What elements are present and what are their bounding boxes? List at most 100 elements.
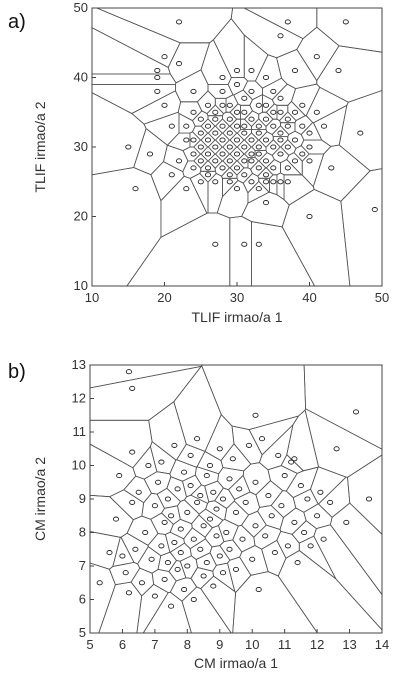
data-point <box>284 144 291 150</box>
data-point <box>164 496 171 502</box>
data-point <box>262 74 270 81</box>
voronoi-cell <box>200 146 216 162</box>
voronoi-cell <box>286 409 320 472</box>
voronoi-cell <box>258 177 271 193</box>
voronoi-cell <box>178 112 196 134</box>
voronoi-cell <box>254 54 282 89</box>
voronoi-cell <box>195 552 217 572</box>
data-point <box>184 563 191 569</box>
data-point <box>200 573 207 579</box>
data-point <box>291 109 299 115</box>
data-point <box>132 546 139 552</box>
data-point <box>190 151 197 157</box>
x-tick-label: 13 <box>342 637 356 652</box>
data-point <box>204 165 212 171</box>
data-point <box>233 67 241 74</box>
data-point <box>197 546 204 552</box>
data-point <box>262 200 270 206</box>
data-point <box>187 452 194 458</box>
voronoi-cell <box>233 89 253 106</box>
voronoi-cell <box>258 423 294 471</box>
voronoi-cell <box>286 152 303 176</box>
voronoi-cell <box>196 450 224 475</box>
data-point <box>270 88 277 94</box>
data-point <box>277 151 284 157</box>
data-point <box>299 123 306 129</box>
data-point <box>219 496 227 502</box>
data-point <box>241 123 248 129</box>
data-point <box>299 102 306 108</box>
data-point <box>206 516 214 522</box>
data-point <box>210 489 217 495</box>
voronoi-cell <box>91 92 147 176</box>
data-point <box>226 476 233 482</box>
data-point <box>213 533 220 539</box>
data-point <box>262 533 269 539</box>
data-point <box>232 509 240 515</box>
data-point <box>183 123 190 129</box>
data-point <box>241 241 248 247</box>
data-point <box>164 560 171 566</box>
voronoi-cell <box>169 542 192 562</box>
voronoi-cell <box>169 518 193 540</box>
voronoi-cell <box>98 581 143 634</box>
data-point <box>212 130 219 136</box>
voronoi-cell <box>212 17 245 78</box>
data-point <box>270 144 277 150</box>
voronoi-cell <box>229 146 245 162</box>
data-point <box>151 593 158 599</box>
x-tick-label: 11 <box>278 637 292 652</box>
x-tick-label: 7 <box>151 637 158 652</box>
data-point <box>204 102 212 108</box>
data-point <box>158 459 165 465</box>
data-point <box>268 513 275 519</box>
voronoi-cell <box>251 221 316 287</box>
data-point <box>190 88 197 94</box>
data-point <box>212 179 219 185</box>
voronoi-cells-a <box>91 7 383 287</box>
voronoi-cell <box>269 174 278 196</box>
voronoi-cell <box>91 167 162 287</box>
data-point <box>252 412 259 418</box>
data-point <box>200 523 207 529</box>
voronoi-cell <box>91 73 177 85</box>
data-point <box>327 499 334 505</box>
data-point <box>168 603 175 609</box>
voronoi-cell <box>276 172 285 201</box>
data-point <box>255 102 262 108</box>
data-point <box>212 158 219 164</box>
panel-b-tag: b) <box>8 361 26 383</box>
data-point <box>129 449 136 455</box>
data-point <box>125 590 132 596</box>
data-point <box>223 529 230 536</box>
voronoi-cell <box>142 591 192 634</box>
voronoi-cell <box>89 531 121 570</box>
voronoi-cell <box>232 524 256 553</box>
voronoi-cell <box>313 524 383 631</box>
data-point <box>333 446 340 452</box>
voronoi-cell <box>229 215 252 287</box>
data-point <box>210 583 217 589</box>
data-point <box>291 519 298 525</box>
voronoi-cell <box>173 365 222 452</box>
x-axis-label-b: CM irmao/a 1 <box>194 655 278 671</box>
data-point <box>226 179 233 185</box>
voronoi-cell <box>204 524 225 548</box>
data-point <box>197 130 204 136</box>
data-point <box>277 95 284 101</box>
voronoi-cell <box>305 86 349 124</box>
data-point <box>241 95 248 101</box>
data-point <box>212 109 219 115</box>
data-point <box>335 67 342 74</box>
data-point <box>284 123 291 129</box>
data-point <box>190 596 197 603</box>
voronoi-cell <box>303 364 383 450</box>
data-point <box>177 550 184 556</box>
scatter-points-b <box>96 369 373 609</box>
data-point <box>306 130 313 136</box>
voronoi-cell <box>96 7 234 44</box>
voronoi-cell <box>141 492 165 520</box>
data-point <box>226 144 233 150</box>
data-point <box>154 74 161 81</box>
data-point <box>284 116 291 122</box>
